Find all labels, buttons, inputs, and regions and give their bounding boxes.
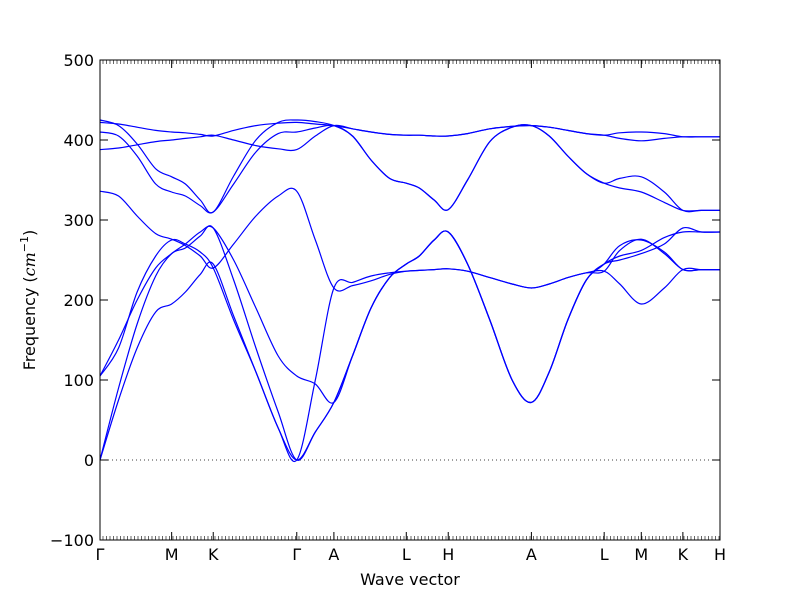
axis-ticks	[100, 59, 720, 541]
x-tick-label: L	[600, 545, 609, 564]
y-tick-label: 100	[63, 371, 94, 390]
x-tick-label: A	[328, 545, 339, 564]
y-tick-label: 200	[63, 291, 94, 310]
y-tick-label: 400	[63, 131, 94, 150]
band-series-group	[99, 119, 721, 463]
y-axis-label-text: Frequency	[20, 288, 39, 371]
y-tick-label: 300	[63, 211, 94, 230]
x-axis-label: Wave vector	[360, 570, 460, 589]
y-axis-label-close: )	[20, 230, 39, 236]
x-tick-label: Γ	[292, 545, 301, 564]
x-tick-label: H	[714, 545, 726, 564]
x-tick-label: K	[208, 545, 219, 564]
plot-frame	[99, 59, 721, 541]
y-axis-label-unit: cm	[20, 252, 39, 276]
y-axis-label-open: (	[20, 276, 39, 282]
x-tick-label: L	[402, 545, 411, 564]
x-tick-label: M	[634, 545, 648, 564]
x-tick-label: K	[678, 545, 689, 564]
band-line-9	[99, 121, 721, 138]
y-tick-label: 500	[63, 51, 94, 70]
x-tick-label: H	[442, 545, 454, 564]
band-line-4	[99, 225, 720, 404]
y-tick-label: 0	[84, 451, 94, 470]
y-axis-label-exponent: −1	[18, 236, 31, 252]
band-line-7	[99, 119, 720, 214]
x-tick-label: A	[526, 545, 537, 564]
y-axis-label: Frequency (cm−1)	[18, 230, 39, 371]
x-tick-label: Γ	[96, 545, 105, 564]
x-tick-label: M	[165, 545, 179, 564]
band-line-5	[99, 187, 720, 292]
y-tick-labels: −100 0 100 200 300 400 500	[50, 51, 94, 550]
y-tick-label: −100	[50, 531, 94, 550]
